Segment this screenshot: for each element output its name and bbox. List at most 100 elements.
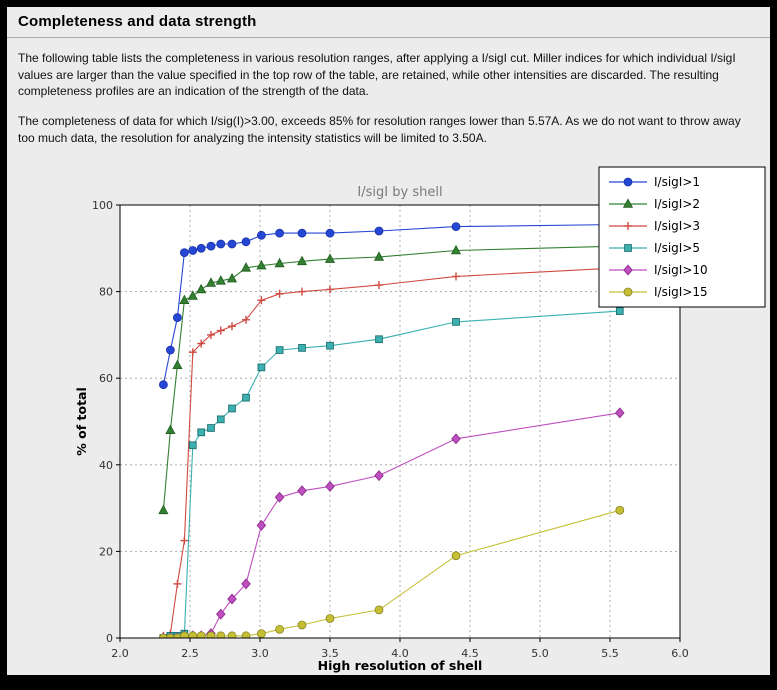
series-marker-square bbox=[375, 335, 383, 344]
legend-label: I/sigI>10 bbox=[654, 263, 708, 277]
series-marker-circle bbox=[196, 631, 206, 638]
legend-label: I/sigI>2 bbox=[654, 197, 700, 211]
series-marker-diamond bbox=[451, 433, 461, 445]
series-marker-triangle bbox=[179, 294, 190, 305]
series-marker-square bbox=[197, 428, 206, 437]
legend-label: I/sigI>3 bbox=[654, 219, 700, 233]
series-marker-square bbox=[326, 341, 334, 350]
series-i-sigi-1 bbox=[158, 220, 625, 390]
plot-frame bbox=[119, 204, 681, 639]
series-marker-circle bbox=[206, 631, 216, 638]
y-tick-label: 80 bbox=[99, 286, 113, 299]
series-marker-circle bbox=[179, 248, 189, 258]
series-marker-triangle bbox=[187, 290, 198, 300]
series-marker-square bbox=[188, 441, 197, 450]
series-marker-circle bbox=[451, 222, 461, 232]
legend: I/sigI>1 I/sigI>2 I/sigI>3 I/sigI>5 I/sigI>1… bbox=[598, 166, 766, 308]
series-marker-diamond bbox=[256, 519, 267, 531]
series-marker-circle bbox=[173, 633, 182, 638]
series-marker-circle bbox=[227, 239, 237, 249]
series-marker-circle bbox=[206, 241, 216, 251]
series-marker-triangle bbox=[205, 277, 217, 287]
series-marker-circle bbox=[256, 230, 266, 240]
legend-label: I/sigI>5 bbox=[654, 241, 700, 255]
series-marker-square bbox=[242, 393, 250, 402]
series-marker-diamond bbox=[615, 407, 625, 419]
series-marker-circle bbox=[216, 631, 226, 638]
series-marker-diamond bbox=[325, 480, 335, 492]
series-marker-circle bbox=[374, 226, 384, 236]
series-marker-triangle bbox=[226, 272, 238, 283]
series-marker-square bbox=[624, 244, 632, 252]
legend-entry: I/sigI>1 bbox=[609, 175, 700, 189]
x-tick-label: 2.0 bbox=[111, 647, 129, 660]
x-tick-label: 4.5 bbox=[461, 647, 479, 660]
series-marker-circle bbox=[615, 505, 625, 515]
series-marker-triangle bbox=[622, 198, 634, 208]
series-marker-triangle bbox=[274, 257, 285, 268]
y-tick-label: 100 bbox=[92, 199, 113, 212]
series-marker-circle bbox=[227, 631, 237, 638]
series-marker-circle bbox=[196, 243, 206, 253]
series-marker-circle bbox=[166, 633, 175, 638]
header-divider bbox=[7, 37, 770, 38]
series-marker-diamond bbox=[374, 470, 384, 482]
legend-entry: I/sigI>3 bbox=[609, 219, 700, 233]
series-marker-triangle bbox=[172, 359, 183, 370]
series-marker-circle bbox=[159, 633, 168, 638]
series-marker-circle bbox=[275, 228, 285, 238]
series-marker-triangle bbox=[256, 259, 267, 270]
y-tick-label: 40 bbox=[99, 459, 113, 472]
series-marker-diamond bbox=[227, 593, 237, 605]
series-marker-square bbox=[228, 404, 236, 413]
series-marker-circle bbox=[297, 228, 307, 238]
series-i-sigi-15 bbox=[159, 505, 625, 638]
x-tick-label: 5.0 bbox=[531, 647, 549, 660]
series-marker-diamond bbox=[216, 608, 226, 620]
legend-label: I/sigI>1 bbox=[654, 175, 700, 189]
series-marker-diamond bbox=[297, 485, 307, 497]
y-axis-label: % of total bbox=[74, 387, 89, 456]
series-marker-diamond bbox=[623, 264, 633, 276]
series-marker-circle bbox=[241, 631, 251, 638]
series-marker-triangle bbox=[450, 244, 462, 255]
x-tick-label: 3.5 bbox=[321, 647, 339, 660]
series-marker-square bbox=[452, 318, 460, 326]
paragraph-completeness-description: The following table lists the completene… bbox=[18, 51, 736, 99]
series-marker-triangle bbox=[296, 255, 308, 266]
series-marker-diamond bbox=[274, 491, 285, 503]
series-marker-circle bbox=[180, 631, 189, 638]
series-marker-triangle bbox=[215, 275, 226, 285]
x-tick-label: 3.0 bbox=[251, 647, 269, 660]
x-axis-label: High resolution of shell bbox=[318, 658, 483, 673]
legend-entry: I/sigI>10 bbox=[609, 263, 708, 277]
series-marker-circle bbox=[172, 313, 182, 322]
series-marker-circle bbox=[374, 605, 384, 615]
page-title: Completeness and data strength bbox=[18, 13, 257, 30]
series-marker-circle bbox=[275, 624, 285, 634]
series-i-sigi-2 bbox=[158, 240, 625, 515]
legend-entry: I/sigI>15 bbox=[609, 285, 708, 299]
series-marker-circle bbox=[158, 380, 168, 390]
x-tick-label: 5.5 bbox=[601, 647, 619, 660]
series-marker-circle bbox=[216, 239, 226, 249]
x-tick-label: 6.0 bbox=[671, 647, 689, 660]
series-marker-circle bbox=[257, 629, 266, 638]
series-marker-triangle bbox=[165, 424, 176, 434]
completeness-chart: 2.0 2.5 3.0 3.5 4.0 4.5 5.0 5.5 6.0 0 20 40 60 80 100 I… bbox=[74, 166, 766, 673]
series-marker-circle bbox=[623, 177, 633, 187]
series-marker-square bbox=[298, 344, 306, 352]
series-marker-triangle bbox=[158, 504, 169, 515]
paragraph-resolution-cutoff: The completeness of data for which I/sig… bbox=[18, 114, 741, 145]
series-marker-circle bbox=[325, 614, 335, 623]
series-marker-square bbox=[216, 415, 225, 424]
x-tick-label: 4.0 bbox=[391, 647, 409, 660]
x-tick-label: 2.5 bbox=[181, 647, 199, 660]
y-tick-label: 0 bbox=[106, 632, 113, 645]
series-layer bbox=[158, 220, 625, 638]
series-marker-square bbox=[275, 346, 284, 354]
series-marker-circle bbox=[188, 246, 198, 255]
series-marker-circle bbox=[297, 620, 307, 630]
series-marker-circle bbox=[623, 287, 633, 297]
